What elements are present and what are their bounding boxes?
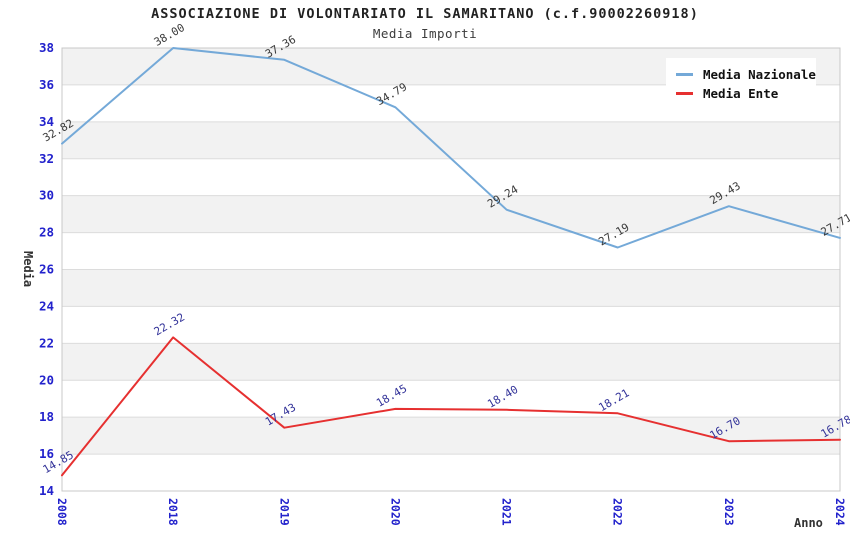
legend: Media Nazionale Media Ente	[666, 58, 816, 110]
y-tick-label: 38	[39, 40, 54, 55]
y-tick-label: 32	[39, 151, 54, 166]
y-tick-label: 28	[39, 225, 54, 240]
x-tick-label: 2020	[388, 498, 402, 526]
y-tick-label: 26	[39, 262, 54, 277]
x-tick-label: 2022	[611, 498, 625, 526]
point-label-media-ente: 18.40	[485, 383, 520, 411]
point-label-media-ente: 18.45	[374, 382, 409, 410]
grid-band	[62, 269, 840, 307]
legend-item-media-nazionale: Media Nazionale	[676, 65, 816, 84]
plot-border	[61, 47, 841, 492]
point-label-media-ente: 22.32	[152, 310, 187, 338]
point-label-media-ente: 18.21	[596, 386, 631, 414]
y-tick-label: 18	[39, 409, 54, 424]
line-media-nazionale	[61, 47, 841, 249]
point-label-media-nazionale: 38.00	[152, 21, 187, 49]
y-tick-label: 22	[39, 335, 54, 350]
x-axis-title: Anno	[794, 516, 823, 530]
grid-band	[62, 121, 840, 159]
y-tick-label: 30	[39, 188, 54, 203]
y-axis-title: Media	[21, 251, 35, 287]
y-tick-label: 14	[39, 483, 54, 498]
legend-swatch-nazionale-icon	[676, 73, 693, 76]
x-tick-label: 2023	[722, 498, 736, 526]
legend-label-ente: Media Ente	[703, 86, 779, 101]
legend-swatch-ente-icon	[676, 92, 693, 95]
x-tick-label: 2019	[277, 498, 291, 526]
chart-title: ASSOCIAZIONE DI VOLONTARIATO IL SAMARITA…	[151, 6, 699, 22]
y-tick-label: 20	[39, 372, 54, 387]
y-tick-label: 34	[39, 114, 54, 129]
y-tick-label: 36	[39, 77, 54, 92]
x-tick-label: 2008	[55, 498, 69, 526]
chart-subtitle: Media Importi	[372, 26, 478, 41]
line-media-ente	[61, 336, 841, 477]
legend-label-nazionale: Media Nazionale	[703, 67, 816, 82]
x-tick-label: 2018	[166, 498, 180, 526]
x-tick-label: 2024	[833, 498, 847, 526]
y-tick-label: 24	[39, 298, 54, 313]
legend-item-media-ente: Media Ente	[676, 84, 816, 103]
grid-band	[62, 343, 840, 381]
x-tick-label: 2021	[500, 498, 514, 526]
y-tick-label: 16	[39, 446, 54, 461]
